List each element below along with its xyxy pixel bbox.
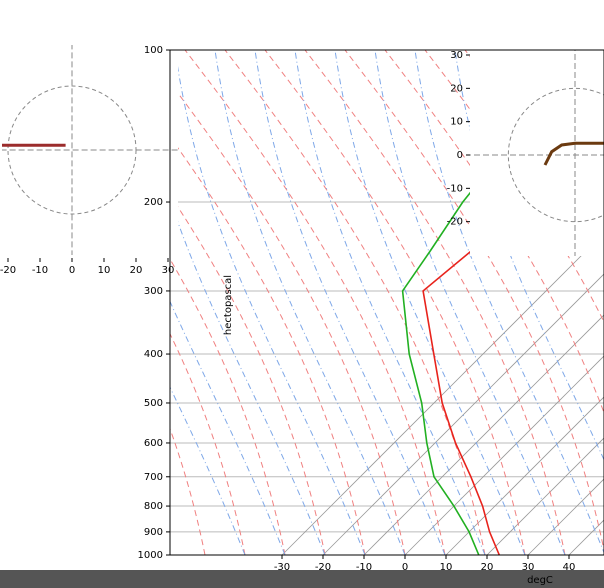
hodograph-line (543, 141, 604, 166)
x-tick-label: -10 (356, 562, 372, 573)
y-tick-label: 300 (144, 286, 163, 297)
taskbar (0, 570, 604, 588)
y-tick-label: 10 (450, 117, 463, 128)
y-tick-label: 30 (450, 50, 463, 61)
y-tick-label: 600 (144, 438, 163, 449)
y-tick-label: -20 (447, 217, 463, 228)
x-tick-label: 40 (563, 562, 576, 573)
dry-adiabat (170, 427, 206, 555)
y-tick-label: 900 (144, 527, 163, 538)
y-tick-label: 400 (144, 349, 163, 360)
dry-adiabat (304, 50, 566, 555)
moist-adiabat (374, 50, 566, 555)
x-tick-label: -30 (274, 562, 290, 573)
moist-adiabat (254, 50, 446, 555)
x-tick-label: 0 (402, 562, 408, 573)
dry-adiabat (170, 332, 246, 555)
dry-adiabat (224, 50, 486, 555)
isotherm (281, 232, 604, 555)
moist-adiabat (170, 197, 326, 555)
y-tick-label: 20 (450, 83, 463, 94)
dry-adiabat (264, 50, 526, 555)
moist-adiabat (294, 50, 486, 555)
dry-adiabat (344, 50, 604, 553)
plot-frame (169, 49, 604, 556)
hodograph-right (470, 50, 604, 256)
y-tick-label: 200 (144, 197, 163, 208)
x-tick-label: 20 (130, 265, 143, 276)
moist-adiabat (414, 50, 604, 554)
y-tick-label: 1000 (138, 550, 163, 561)
dry-adiabat (184, 50, 446, 555)
dry-adiabat (384, 50, 604, 415)
isotherm (322, 273, 604, 555)
dry-adiabat (170, 136, 366, 555)
y-tick-label: 800 (144, 501, 163, 512)
x-tick-label: 30 (162, 265, 175, 276)
x-tick-label: 20 (481, 562, 494, 573)
x-tick-label: 10 (98, 265, 111, 276)
moist-adiabat (214, 50, 406, 555)
dry-adiabat (170, 194, 326, 555)
y-tick-label: 700 (144, 472, 163, 483)
x-tick-label: 30 (522, 562, 535, 573)
isotherm (486, 437, 604, 555)
x-tick-label: -10 (32, 265, 48, 276)
dry-adiabat (170, 81, 406, 555)
x-axis-label: degC (527, 575, 553, 586)
y-tick-label: -10 (447, 183, 463, 194)
x-tick-label: -20 (0, 265, 16, 276)
y-tick-label: 500 (144, 398, 163, 409)
hodograph-left (2, 45, 178, 255)
x-tick-label: 10 (440, 562, 453, 573)
moist-adiabat (170, 300, 286, 555)
x-tick-label: -20 (315, 562, 331, 573)
moist-adiabat (174, 50, 366, 555)
isotherm (445, 396, 604, 555)
labels: hectopascal degC 10020030040050060070080… (0, 45, 604, 586)
y-axis-label: hectopascal (223, 275, 234, 335)
moist-adiabat (334, 50, 526, 555)
hodograph-background (470, 50, 604, 256)
x-tick-label: 0 (69, 265, 75, 276)
isotherm (363, 314, 604, 555)
dry-adiabat (170, 258, 286, 555)
y-tick-label: 100 (144, 45, 163, 56)
y-tick-label: 0 (457, 150, 463, 161)
